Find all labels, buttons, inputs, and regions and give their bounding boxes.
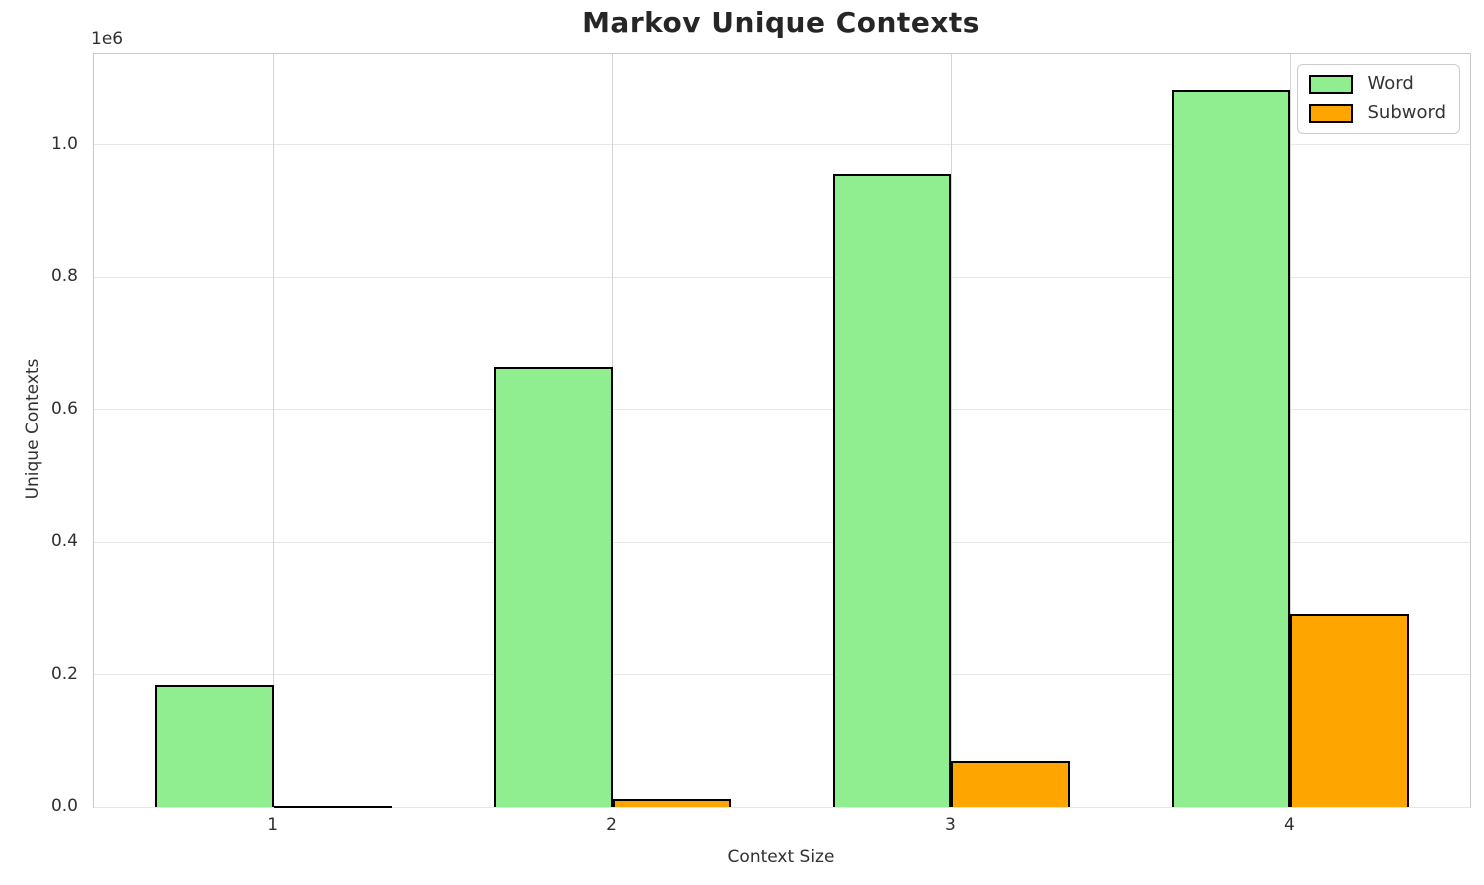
y-axis-offset-label: 1e6 (91, 29, 124, 49)
y-gridline (94, 144, 1470, 146)
x-tick-label: 2 (606, 815, 617, 835)
y-tick-label: 0.8 (50, 266, 78, 287)
x-gridline (612, 54, 614, 807)
x-tick-label: 3 (945, 815, 956, 835)
y-axis-label: Unique Contexts (23, 358, 43, 500)
x-gridline (950, 54, 952, 807)
legend-label-word: Word (1367, 73, 1414, 94)
x-axis-label: Context Size (727, 847, 835, 867)
x-gridline (273, 54, 275, 807)
x-tick-label: 4 (1283, 815, 1295, 835)
y-gridline (94, 409, 1470, 411)
bar-word-3 (832, 173, 952, 807)
y-tick-label: 0.6 (50, 398, 78, 419)
y-gridline (94, 276, 1470, 278)
bar-subword-4 (1290, 614, 1409, 807)
bar-word-2 (493, 366, 613, 807)
y-tick-label: 0.2 (50, 663, 78, 684)
y-tick-label: 0.0 (50, 796, 78, 816)
bar-subword-3 (951, 760, 1071, 807)
y-gridline (94, 541, 1470, 543)
y-tick-label: 0.4 (50, 531, 78, 552)
x-tick-label: 1 (267, 815, 279, 835)
legend-item-word: Word (1309, 73, 1446, 95)
bar-word-1 (155, 685, 274, 807)
chart-title: Markov Unique Contexts (582, 6, 980, 39)
bar-word-4 (1171, 89, 1291, 807)
plot-area: Word Subword (93, 53, 1471, 808)
bar-subword-2 (612, 799, 732, 807)
bar-subword-1 (273, 805, 393, 808)
legend-item-subword: Subword (1309, 102, 1446, 124)
legend-swatch-subword-icon (1309, 103, 1354, 123)
legend-label-subword: Subword (1367, 102, 1446, 123)
y-gridline (94, 674, 1470, 676)
legend: Word Subword (1297, 64, 1460, 134)
y-gridline (94, 806, 1470, 808)
y-tick-label: 1.0 (50, 133, 78, 154)
legend-swatch-word-icon (1309, 74, 1354, 94)
x-gridline (1289, 54, 1291, 807)
